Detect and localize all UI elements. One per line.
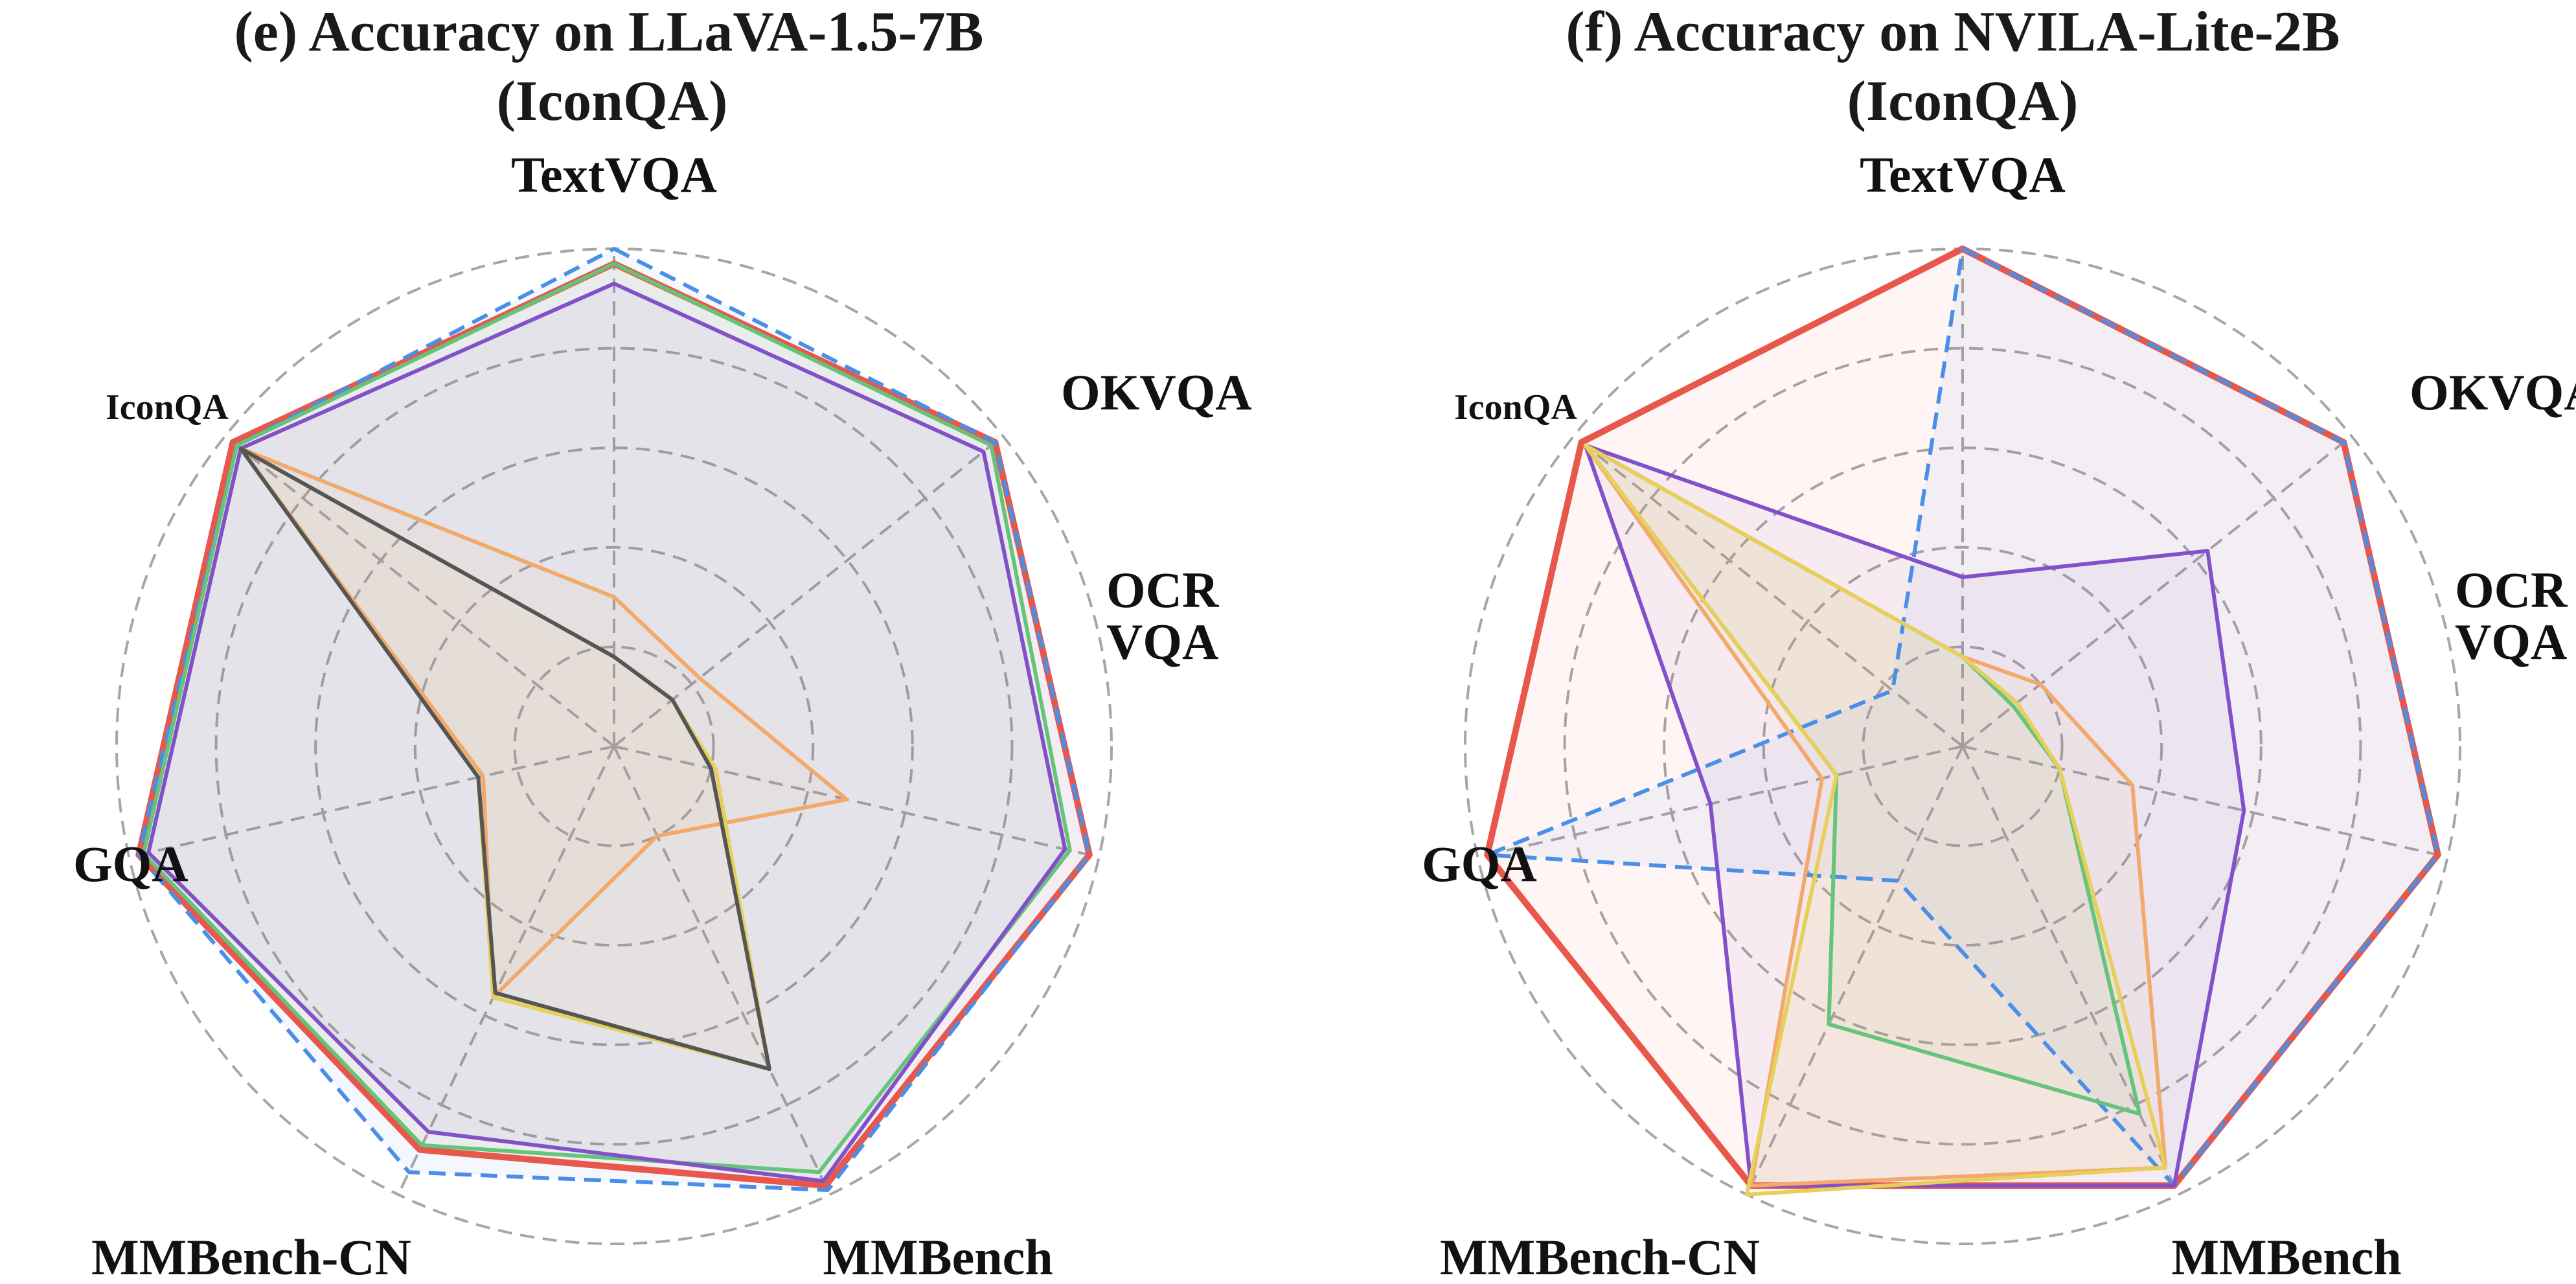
grid-spoke [1745, 746, 1964, 1195]
axis-label-gqa: GQA [1422, 836, 1537, 892]
grid-spoke [1477, 745, 1963, 858]
series-line [1583, 443, 2168, 1197]
grid-spoke [128, 745, 615, 858]
series-line [1583, 443, 2168, 1188]
series-line [146, 281, 1067, 1184]
grid-spoke [396, 746, 615, 1195]
grid-spoke [613, 745, 1100, 858]
series-fill [1585, 445, 2244, 1186]
series-fill [1585, 445, 2140, 1114]
axis-label-textvqa: TextVQA [511, 146, 717, 203]
axis-label-gqa: GQA [73, 836, 188, 892]
axis-label-mmbench-cn: MMBench-CN [91, 1229, 411, 1284]
series-fill [1487, 249, 2438, 1186]
grid-spoke [613, 435, 1004, 748]
grid-ring [1563, 347, 2362, 1146]
series-line [1583, 443, 2246, 1188]
chart-title-line-2: (IconQA) [1847, 70, 2079, 133]
series-fill [139, 249, 1089, 1190]
series-fill [139, 264, 1089, 1186]
axis-label-ocr-vqa: OCR VQA [2455, 562, 2568, 670]
axis-label-mmbench: MMBench [823, 1229, 1053, 1284]
grid-spoke [224, 435, 615, 748]
grid-spoke [1573, 435, 1964, 748]
series-fill [240, 448, 847, 998]
series-line [141, 262, 1072, 1175]
axis-label-line: OCR [2455, 562, 2568, 618]
series-line [238, 446, 771, 1072]
grid-ring [513, 645, 715, 847]
grid-spoke [613, 746, 832, 1195]
axis-label-okvqa: OKVQA [2410, 364, 2576, 420]
axis-label-textvqa: TextVQA [1860, 146, 2066, 203]
grid-ring [1762, 545, 2163, 947]
series-fill [1585, 445, 2166, 1186]
axis-label-line: OCR [1106, 562, 1220, 618]
axis-label-line: VQA [1106, 613, 1218, 670]
grid-ring [413, 545, 815, 947]
axis-label-iconqa: IconQA [106, 387, 229, 428]
series-fill [143, 264, 1070, 1173]
axis-label-line: VQA [2455, 613, 2567, 670]
grid-spoke [1961, 746, 2180, 1195]
radar-chart-nvila: (f) Accuracy on NVILA-Lite-2B (IconQA) T… [1422, 1, 2576, 1284]
axis-label-okvqa: OKVQA [1061, 364, 1252, 420]
series-line [1485, 247, 2440, 1188]
axis-label-mmbench-cn: MMBench-CN [1440, 1229, 1760, 1284]
chart-title-line-2: (IconQA) [497, 70, 728, 133]
chart-title-line-1: (f) Accuracy on NVILA-Lite-2B [1566, 1, 2340, 63]
axis-label-iconqa: IconQA [1454, 387, 1577, 428]
grid-spoke [1961, 435, 2353, 748]
grid-ring [214, 347, 1014, 1146]
axis-label-mmbench: MMBench [2171, 1229, 2401, 1284]
series-fill [148, 283, 1066, 1182]
grid-spoke [1962, 745, 2448, 858]
axis-label-ocr-vqa: OCR VQA [1106, 562, 1220, 670]
radar-chart-llava: (e) Accuracy on LLaVA-1.5-7B (IconQA) Te… [73, 1, 1252, 1284]
series-fill [240, 448, 769, 1070]
chart-title-line-1: (e) Accuracy on LLaVA-1.5-7B [234, 1, 984, 63]
grid-ring [1862, 645, 2064, 847]
